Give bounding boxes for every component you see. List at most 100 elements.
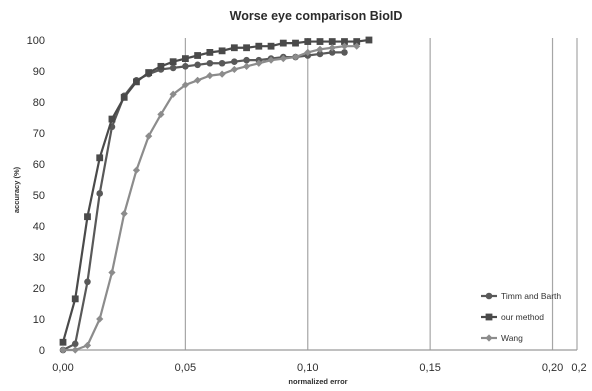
data-point bbox=[84, 278, 91, 286]
data-point bbox=[206, 49, 214, 56]
data-point bbox=[120, 93, 128, 101]
y-tick-label: 30 bbox=[33, 252, 45, 264]
data-point bbox=[218, 70, 226, 78]
data-point bbox=[96, 315, 104, 323]
chart-title: Worse eye comparison BioID bbox=[230, 9, 403, 23]
data-point bbox=[243, 44, 250, 52]
legend-label: our method bbox=[501, 312, 544, 322]
data-point bbox=[255, 59, 263, 67]
data-point bbox=[157, 110, 165, 118]
data-point bbox=[59, 338, 67, 346]
legend-label: Wang bbox=[501, 333, 523, 343]
data-point bbox=[328, 38, 336, 45]
data-point bbox=[96, 154, 104, 162]
y-tick-label: 100 bbox=[27, 35, 45, 47]
legend: Timm and Barth our method Wang bbox=[481, 291, 561, 343]
data-point bbox=[59, 346, 67, 354]
data-point bbox=[96, 190, 104, 197]
data-point bbox=[206, 59, 214, 67]
data-point bbox=[292, 39, 299, 47]
data-point bbox=[365, 36, 373, 44]
data-point bbox=[157, 62, 165, 70]
data-point bbox=[145, 132, 153, 140]
x-tick-labels: 0,00 0,05 0,10 0,15 0,20 0,2 bbox=[52, 362, 586, 374]
y-tick-label: 70 bbox=[33, 128, 45, 140]
x-tick-label: 0,10 bbox=[297, 362, 318, 374]
data-point bbox=[84, 213, 91, 221]
data-point bbox=[218, 47, 226, 55]
data-point bbox=[108, 268, 116, 277]
data-point bbox=[181, 55, 189, 62]
series-line bbox=[63, 45, 357, 352]
y-tick-label: 40 bbox=[33, 221, 45, 233]
y-tick-label: 80 bbox=[33, 97, 45, 109]
data-point bbox=[341, 49, 348, 56]
legend-marker bbox=[485, 313, 493, 321]
data-point bbox=[255, 42, 263, 50]
data-point bbox=[120, 210, 128, 218]
data-point bbox=[316, 50, 324, 58]
data-point bbox=[267, 56, 275, 64]
y-tick-label: 10 bbox=[33, 314, 45, 326]
data-point bbox=[353, 38, 361, 45]
x-tick-label: 0,2 bbox=[571, 362, 586, 374]
legend-item: Wang bbox=[481, 333, 523, 343]
legend-item: our method bbox=[481, 312, 544, 322]
data-point bbox=[279, 55, 287, 63]
data-point bbox=[206, 72, 214, 80]
data-point bbox=[242, 62, 251, 70]
series-layer bbox=[59, 36, 373, 354]
data-point bbox=[108, 115, 116, 123]
data-point bbox=[267, 42, 275, 50]
x-tick-label: 0,20 bbox=[542, 362, 563, 374]
data-point bbox=[230, 65, 238, 74]
y-axis-label: accuracy (%) bbox=[12, 166, 21, 213]
data-point bbox=[218, 59, 226, 67]
y-tick-label: 90 bbox=[33, 66, 45, 78]
data-point bbox=[353, 42, 361, 50]
y-tick-labels: 0 10 20 30 40 50 60 70 80 90 100 bbox=[27, 35, 45, 357]
data-point bbox=[230, 44, 238, 52]
data-point bbox=[304, 48, 312, 56]
series-line bbox=[62, 51, 345, 351]
data-point bbox=[145, 69, 153, 76]
data-point bbox=[133, 78, 140, 86]
data-point bbox=[71, 346, 79, 354]
grid-lines bbox=[184, 38, 578, 350]
data-point bbox=[182, 63, 189, 70]
legend-item: Timm and Barth bbox=[481, 291, 561, 301]
x-tick-label: 0,05 bbox=[175, 362, 196, 374]
legend-label: Timm and Barth bbox=[501, 291, 561, 301]
data-point bbox=[132, 166, 141, 174]
data-point bbox=[316, 38, 324, 45]
data-point bbox=[341, 38, 348, 45]
data-point bbox=[194, 76, 202, 84]
x-tick-label: 0,15 bbox=[419, 362, 440, 374]
data-point bbox=[181, 81, 189, 89]
legend-marker bbox=[485, 292, 493, 300]
data-point bbox=[291, 53, 300, 61]
y-tick-label: 0 bbox=[39, 345, 45, 357]
data-point bbox=[194, 61, 201, 69]
data-point bbox=[169, 90, 177, 98]
y-tick-label: 20 bbox=[33, 283, 45, 295]
data-point bbox=[83, 341, 92, 349]
data-point bbox=[231, 58, 238, 65]
data-point bbox=[194, 52, 202, 59]
data-point bbox=[328, 44, 336, 52]
data-point bbox=[71, 340, 79, 348]
data-point bbox=[243, 56, 250, 64]
y-tick-label: 60 bbox=[33, 159, 45, 171]
data-point bbox=[169, 64, 177, 72]
y-tick-label: 50 bbox=[33, 190, 45, 202]
data-point bbox=[279, 39, 287, 47]
data-point bbox=[340, 42, 349, 50]
legend-marker bbox=[485, 334, 493, 342]
x-axis-label: normalized error bbox=[288, 377, 347, 386]
data-point bbox=[169, 58, 177, 66]
data-point bbox=[304, 38, 312, 45]
series-line bbox=[61, 38, 370, 343]
data-point bbox=[328, 49, 336, 56]
series-diamond bbox=[59, 42, 361, 354]
x-tick-label: 0,00 bbox=[52, 362, 73, 374]
